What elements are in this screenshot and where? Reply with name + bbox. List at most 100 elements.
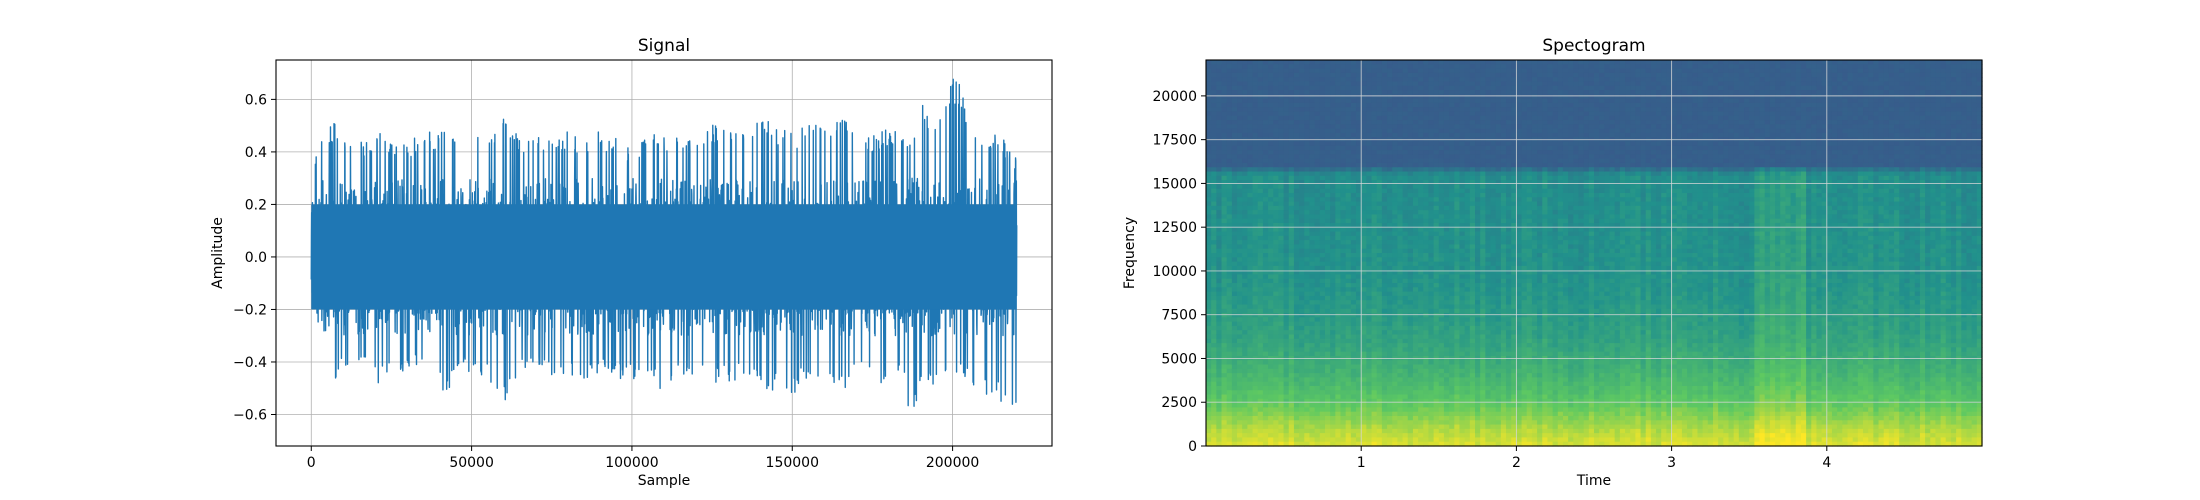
spectrogram-cell [1469,64,1476,70]
spectrogram-cell [1345,145,1352,151]
spectrogram-cell [1350,364,1357,370]
spectrogram-cell [1268,364,1274,370]
spectrogram-cell [1371,188,1378,194]
spectrogram-cell [1361,385,1367,391]
spectrogram-cell [1299,132,1305,138]
spectrogram-cell [1257,437,1264,443]
spectrogram-cell [1443,441,1450,447]
spectrogram-cell [1314,188,1321,194]
spectrogram-cell [1469,433,1476,439]
spectrogram-cell [1464,441,1471,447]
spectrogram-cell [1242,368,1248,374]
spectrogram-cell [1449,158,1455,164]
spectrogram-cell [1361,295,1367,301]
spectrogram-cell [1304,77,1311,83]
spectrogram-cell [1387,441,1393,447]
spectrogram-cell [1454,415,1461,421]
spectrogram-cell [1485,107,1492,113]
spectrogram-cell [1206,124,1212,130]
spectrogram-cell [1371,330,1378,336]
spectrogram-cell [1392,385,1399,391]
spectrogram-cell [1397,265,1404,271]
spectrogram-cell [1293,167,1300,173]
spectrogram-cell [1231,334,1238,340]
spectrogram-cell [1433,334,1440,340]
spectrogram-cell [1428,120,1435,125]
spectrogram-cell [1449,411,1455,417]
spectrogram-cell [1438,64,1445,70]
spectrogram-cell [1356,343,1362,348]
spectrogram-cell [1381,287,1388,293]
spectrogram-cell [1475,295,1481,301]
spectrogram-cell [1226,150,1233,155]
spectrogram-cell [1335,407,1342,413]
spectrogram-cell [1423,90,1430,95]
spectrogram-cell [1418,68,1424,74]
spectrogram-cell [1345,304,1352,310]
spectrogram-cell [1397,248,1404,254]
spectrogram-cell [1216,192,1223,198]
spectrogram-cell [1283,158,1290,164]
spectrogram-cell [1459,167,1466,173]
spectrogram-cell [1206,291,1212,297]
spectrogram-cell [1475,205,1481,211]
spectrogram-cell [1443,132,1450,138]
spectrogram-cell [1345,248,1352,254]
spectrogram-cell [1438,150,1445,155]
spectrogram-cell [1278,141,1285,147]
spectrogram-cell [1475,231,1481,237]
spectrogram-cell [1412,201,1419,207]
spectrogram-cell [1475,210,1481,215]
spectrogram-cell [1454,175,1461,181]
spectrogram-cell [1392,377,1399,383]
spectrogram-cell [1324,270,1331,276]
spectrogram-cell [1350,351,1357,357]
spectrogram-cell [1412,261,1419,267]
spectrogram-cell [1485,162,1492,168]
spectrogram-cell [1324,115,1331,121]
spectrogram-cell [1252,433,1259,439]
spectrogram-cell [1231,180,1238,185]
spectrogram-cell [1392,325,1399,331]
spectrogram-cell [1288,77,1295,83]
spectrogram-cell [1216,424,1223,430]
spectrogram-cell [1480,283,1486,288]
spectrogram-cell [1216,420,1223,426]
spectrogram-cell [1304,235,1311,241]
spectrogram-cell [1381,222,1388,228]
spectrogram-cell [1407,145,1414,151]
spectrogram-cell [1371,360,1378,366]
spectrogram-cell [1247,98,1254,104]
spectrogram-cell [1262,145,1269,151]
spectrogram-cell [1226,321,1233,327]
spectrogram-cell [1324,283,1331,288]
spectrogram-cell [1288,373,1295,378]
spectrogram-cell [1247,248,1254,254]
spectrogram-cell [1335,171,1342,177]
spectrogram-cell [1412,111,1419,117]
spectrogram-cell [1361,415,1367,421]
spectrogram-cell [1423,347,1430,353]
spectrogram-cell [1418,433,1424,439]
spectrogram-cell [1397,381,1404,387]
spectrogram-cell [1268,385,1274,391]
spectrogram-cell [1252,304,1259,310]
spectrogram-cell [1262,64,1269,70]
spectrogram-cell [1381,283,1388,288]
spectrogram-cell [1314,411,1321,417]
spectrogram-cell [1283,60,1290,65]
spectrogram-cell [1475,253,1481,258]
spectrogram-cell [1418,94,1424,100]
spectrogram-cell [1356,192,1362,198]
spectrogram-cell [1216,120,1223,125]
spectrogram-cell [1231,205,1238,211]
spectrogram-cell [1397,201,1404,207]
spectrogram-cell [1381,415,1388,421]
spectrogram-cell [1371,390,1378,396]
spectrogram-cell [1397,111,1404,117]
spectrogram-cell [1433,308,1440,314]
spectrogram-cell [1449,330,1455,336]
spectrogram-cell [1423,98,1430,104]
spectrogram-cell [1345,325,1352,331]
spectrogram-cell [1371,231,1378,237]
